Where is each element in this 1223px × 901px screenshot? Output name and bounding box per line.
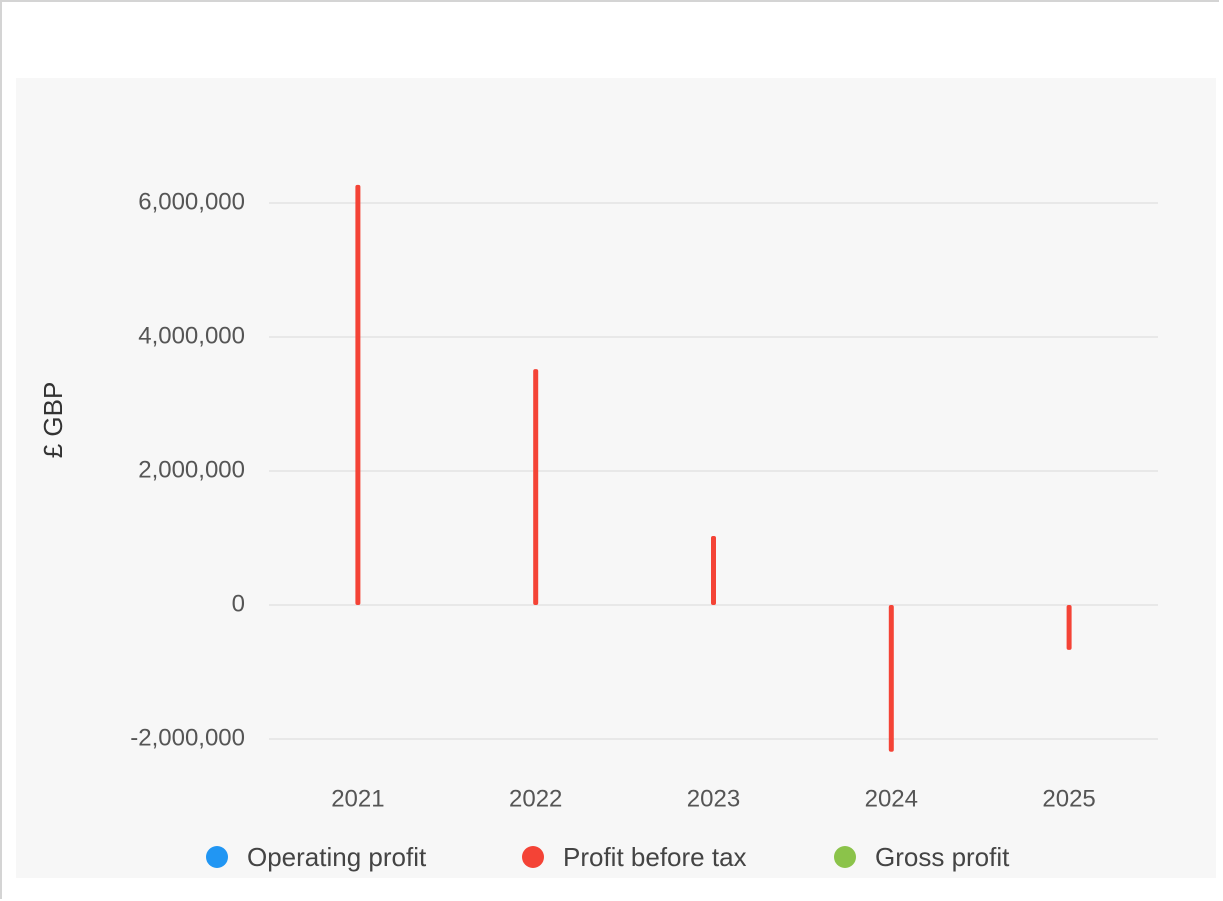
legend-label[interactable]: Gross profit — [875, 842, 1010, 872]
y-tick-label: 2,000,000 — [138, 456, 245, 483]
x-tick-label: 2021 — [331, 785, 384, 812]
bar — [888, 605, 894, 752]
y-tick-label: 0 — [232, 590, 245, 617]
legend-label[interactable]: Operating profit — [247, 842, 427, 872]
y-axis-title: £ GBP — [38, 382, 68, 459]
legend-marker[interactable] — [834, 846, 856, 868]
bar — [711, 535, 716, 605]
legend-marker[interactable] — [206, 846, 228, 868]
y-tick-label: 4,000,000 — [138, 322, 245, 349]
bar — [355, 184, 361, 605]
x-tick-label: 2023 — [687, 785, 740, 812]
x-tick-label: 2025 — [1042, 785, 1095, 812]
y-tick-label: -2,000,000 — [130, 724, 245, 751]
y-tick-label: 6,000,000 — [138, 188, 245, 215]
bar — [1066, 605, 1072, 650]
x-tick-label: 2022 — [509, 785, 562, 812]
bar — [533, 369, 539, 605]
legend-label[interactable]: Profit before tax — [563, 842, 747, 872]
x-tick-label: 2024 — [865, 785, 918, 812]
chart-background — [16, 78, 1216, 878]
legend-marker[interactable] — [522, 846, 544, 868]
